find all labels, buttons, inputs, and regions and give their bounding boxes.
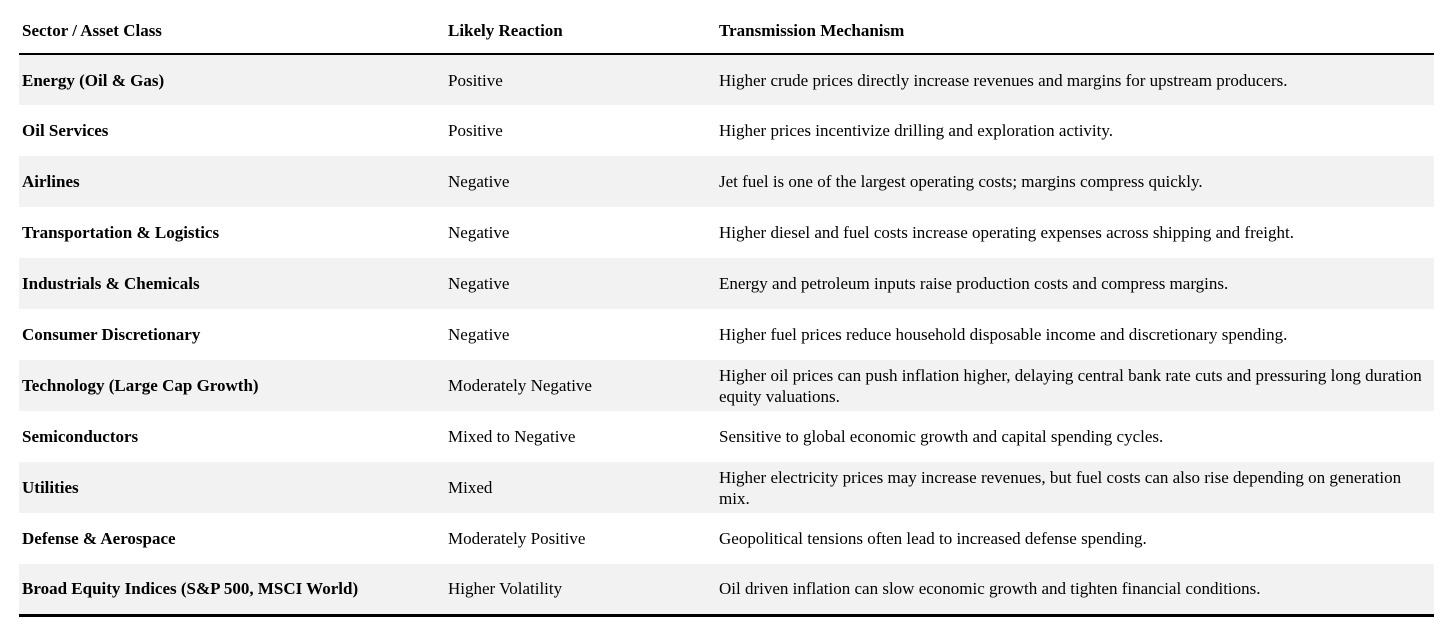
cell-reaction: Moderately Positive xyxy=(448,529,586,548)
table-row: Energy (Oil & Gas) Positive Higher crude… xyxy=(19,54,1434,105)
cell-mechanism: Jet fuel is one of the largest operating… xyxy=(719,172,1203,191)
cell-mechanism: Higher oil prices can push inflation hig… xyxy=(719,365,1422,406)
table-row: Technology (Large Cap Growth) Moderately… xyxy=(19,360,1434,411)
cell-mechanism: Higher electricity prices may increase r… xyxy=(719,467,1402,508)
cell-sector: Semiconductors xyxy=(22,427,139,446)
table-row: Industrials & Chemicals Negative Energy … xyxy=(19,258,1434,309)
table-body: Energy (Oil & Gas) Positive Higher crude… xyxy=(19,54,1434,617)
cell-sector: Technology (Large Cap Growth) xyxy=(22,376,259,395)
header-cell-reaction: Likely Reaction xyxy=(445,6,716,55)
cell-sector: Broad Equity Indices (S&P 500, MSCI Worl… xyxy=(19,564,445,617)
cell-reaction: Positive xyxy=(448,121,503,140)
cell-reaction: Higher Volatility xyxy=(445,564,716,617)
cell-sector: Consumer Discretionary xyxy=(22,325,201,344)
table-wrapper: Sector / Asset Class Likely Reaction Tra… xyxy=(19,6,1434,617)
header-cell-sector: Sector / Asset Class xyxy=(19,6,445,55)
table-header: Sector / Asset Class Likely Reaction Tra… xyxy=(19,6,1434,55)
table-row: Airlines Negative Jet fuel is one of the… xyxy=(19,156,1434,207)
cell-mechanism: Energy and petroleum inputs raise produc… xyxy=(719,274,1229,293)
table-row: Semiconductors Mixed to Negative Sensiti… xyxy=(19,411,1434,462)
cell-reaction: Negative xyxy=(448,172,510,191)
table-row: Defense & Aerospace Moderately Positive … xyxy=(19,513,1434,564)
cell-mechanism: Higher diesel and fuel costs increase op… xyxy=(719,223,1294,242)
cell-mechanism: Higher prices incentivize drilling and e… xyxy=(719,121,1114,140)
cell-reaction: Mixed xyxy=(448,478,493,497)
cell-reaction: Negative xyxy=(448,274,510,293)
cell-sector: Defense & Aerospace xyxy=(22,529,176,548)
cell-sector: Oil Services xyxy=(22,121,109,140)
cell-sector: Industrials & Chemicals xyxy=(22,274,200,293)
sector-reaction-table: Sector / Asset Class Likely Reaction Tra… xyxy=(19,6,1434,617)
table-row: Oil Services Positive Higher prices ince… xyxy=(19,105,1434,156)
cell-reaction: Moderately Negative xyxy=(448,376,592,395)
table-row: Consumer Discretionary Negative Higher f… xyxy=(19,309,1434,360)
cell-sector: Airlines xyxy=(22,172,80,191)
cell-reaction: Positive xyxy=(448,70,503,90)
cell-reaction: Negative xyxy=(448,223,510,242)
header-row: Sector / Asset Class Likely Reaction Tra… xyxy=(19,6,1434,55)
header-cell-mechanism: Transmission Mechanism xyxy=(716,6,1434,55)
cell-mechanism: Geopolitical tensions often lead to incr… xyxy=(719,529,1147,548)
cell-mechanism: Oil driven inflation can slow economic g… xyxy=(716,564,1434,617)
table-row: Transportation & Logistics Negative High… xyxy=(19,207,1434,258)
cell-mechanism: Sensitive to global economic growth and … xyxy=(719,427,1164,446)
cell-sector: Transportation & Logistics xyxy=(22,223,220,242)
cell-mechanism: Higher fuel prices reduce household disp… xyxy=(719,325,1288,344)
cell-reaction: Mixed to Negative xyxy=(448,427,576,446)
cell-mechanism: Higher crude prices directly increase re… xyxy=(719,70,1288,90)
cell-sector: Energy (Oil & Gas) xyxy=(22,70,165,90)
table-row: Utilities Mixed Higher electricity price… xyxy=(19,462,1434,513)
cell-sector: Utilities xyxy=(22,478,79,497)
table-row: Broad Equity Indices (S&P 500, MSCI Worl… xyxy=(19,564,1434,617)
cell-reaction: Negative xyxy=(448,325,510,344)
